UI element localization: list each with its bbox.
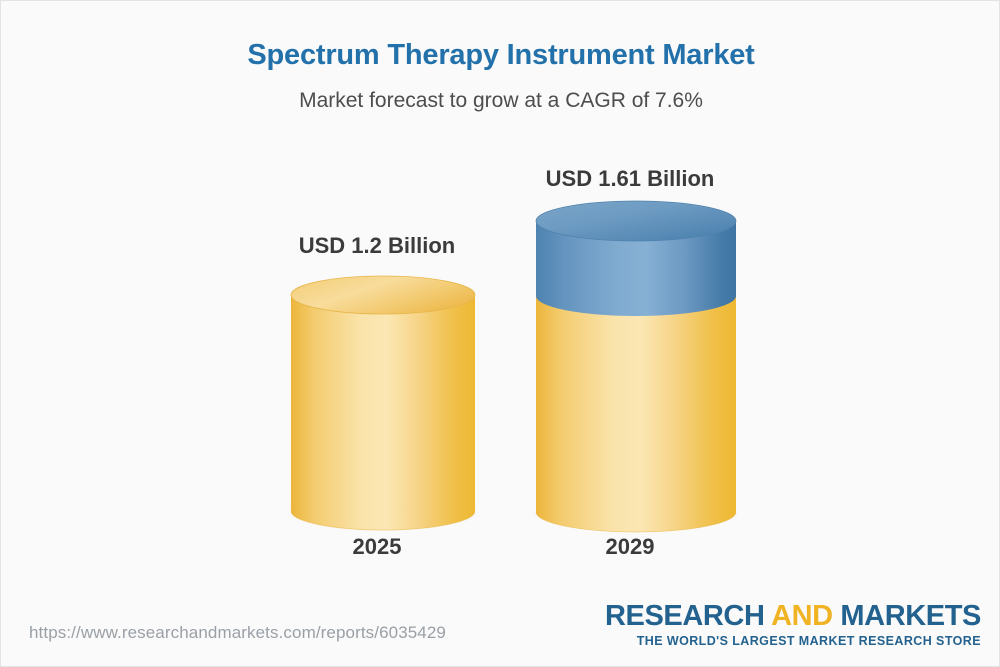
logo-word-markets: MARKETS	[840, 600, 981, 632]
page-title: Spectrum Therapy Instrument Market	[247, 39, 755, 71]
cylinder-2029	[528, 200, 737, 533]
report-url[interactable]: https://www.researchandmarkets.com/repor…	[29, 623, 446, 642]
logo-wordmark: RESEARCH AND MARKETS	[605, 601, 981, 631]
category-label-2025: 2025	[352, 534, 402, 559]
logo-word-and: AND	[771, 600, 833, 632]
chart-subtitle: Market forecast to grow at a CAGR of 7.6…	[299, 89, 703, 112]
cylinder-2025	[283, 275, 477, 531]
logo-word-research: RESEARCH	[604, 600, 765, 632]
logo-tagline: THE WORLD'S LARGEST MARKET RESEARCH STOR…	[636, 634, 981, 649]
category-label-2029: 2029	[605, 534, 655, 559]
value-label-2025: USD 1.2 Billion	[298, 233, 456, 258]
value-label-2029: USD 1.61 Billion	[545, 166, 715, 191]
research-and-markets-logo[interactable]: RESEARCH AND MARKETS THE WORLD'S LARGEST…	[605, 601, 981, 649]
